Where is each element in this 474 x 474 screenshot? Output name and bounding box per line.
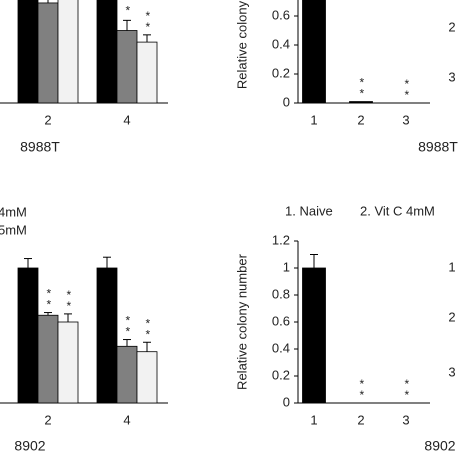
side-label: 3 [448,69,455,84]
y-tick-label: 1 [283,259,290,274]
x-tick-label: 4 [123,412,130,427]
sample-label: 8902 [424,438,455,454]
y-axis-label: Relative colony number [234,253,249,390]
bar [17,0,39,104]
bar [57,321,79,404]
y-tick-label: 0.4 [272,340,290,355]
sample-label: 8988T [418,139,458,155]
x-tick-label: 2 [357,412,364,427]
y-tick-label: 0.6 [272,313,290,328]
bar [136,41,158,104]
y-tick-label: 0 [283,94,290,109]
y-tick-label: 1.2 [272,232,290,247]
x-tick-label: 2 [44,412,51,427]
legend-entry: 5mM [0,222,27,237]
bar [57,0,79,104]
sample-label: 8988T [20,139,60,155]
x-tick-label: 3 [402,112,409,127]
bar [96,0,118,104]
y-tick-label: 0.2 [272,65,290,80]
bar [17,267,39,404]
significance-label: ** [62,288,76,310]
bar [116,345,138,404]
x-tick-label: 1 [310,112,317,127]
bar [136,351,158,404]
significance-label: ** [355,377,369,399]
y-tick-label: 0.2 [272,367,290,382]
significance-label: ** [141,9,155,31]
x-tick-label: 2 [357,112,364,127]
bar [96,267,118,404]
significance-label: ** [400,77,414,99]
y-tick-label: 0.6 [272,7,290,22]
significance-label: * [121,3,135,14]
legend-entry: 2. Vit C 4mM [360,203,435,218]
bar [37,2,59,104]
bar [116,30,138,104]
significance-label: ** [42,287,56,309]
bar [37,314,59,404]
y-axis-label: Relative colony [234,0,249,89]
significance-label: ** [355,76,369,98]
significance-label: ** [121,314,135,336]
side-label: 2 [448,19,455,34]
side-label: 3 [448,364,455,379]
side-label: 1 [448,259,455,274]
x-tick-label: 3 [402,412,409,427]
x-tick-label: 1 [310,412,317,427]
y-tick-label: 0.8 [272,286,290,301]
bar [302,0,326,104]
significance-label: ** [400,377,414,399]
side-label: 2 [448,309,455,324]
y-tick-label: 0 [283,394,290,409]
legend-entry: 1. Naive [285,203,333,218]
x-tick-label: 4 [123,112,130,127]
bar [302,267,326,404]
x-tick-label: 2 [44,112,51,127]
sample-label: 8902 [14,438,45,454]
legend-entry: 4mM [0,204,27,219]
significance-label: ** [141,316,155,338]
bar [349,101,373,104]
y-tick-label: 0.4 [272,36,290,51]
